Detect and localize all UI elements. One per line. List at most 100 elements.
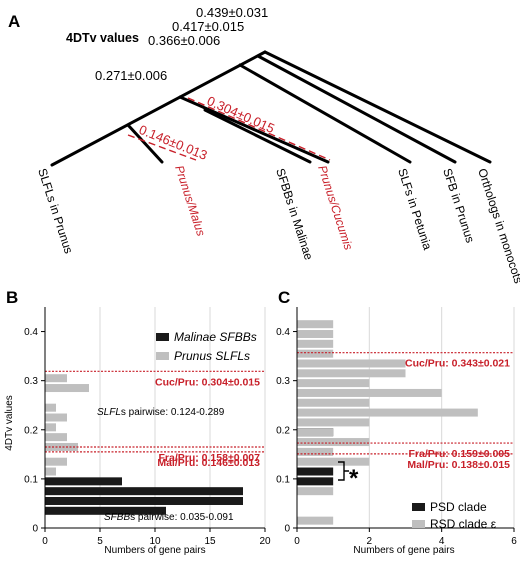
legend-label-prunus: Prunus SLFLs bbox=[174, 349, 250, 363]
chart-c-ytick-label-0: 0 bbox=[284, 524, 290, 535]
chart-b-refline-label-1: Fra/Pru: 0.158±0.007 bbox=[159, 452, 261, 464]
chart-c-bar-light-2 bbox=[297, 457, 370, 466]
chart-b-xtick-label-15: 15 bbox=[204, 536, 216, 547]
branch-prunus-cucumis bbox=[203, 108, 312, 164]
tree-branches bbox=[50, 50, 492, 167]
chart-b-bar-dark-3 bbox=[45, 477, 122, 486]
legend-swatch-rsd bbox=[412, 520, 425, 528]
asterisk-bracket: * bbox=[338, 461, 359, 492]
dash-prunus-cucumis bbox=[187, 97, 331, 161]
chart-c-ytick-label-0.2: 0.2 bbox=[276, 425, 290, 436]
chart-b-bar-light-5 bbox=[45, 413, 67, 422]
chart-b-ylabel: 4DTv values bbox=[4, 395, 15, 451]
annotation-slfl-prefix: SLFL bbox=[97, 407, 121, 418]
legend-swatch-prunus bbox=[156, 352, 169, 360]
node-value-2: 0.417±0.015 bbox=[172, 19, 244, 34]
chart-b-bar-light-7 bbox=[45, 384, 89, 393]
chart-c-bar-light-12 bbox=[297, 359, 406, 368]
chart-c-xlabel: Numbers of gene pairs bbox=[353, 545, 454, 556]
chart-b-ytick-label-0.4: 0.4 bbox=[24, 327, 38, 338]
chart-b-refline-label-0: Cuc/Pru: 0.304±0.015 bbox=[155, 376, 260, 388]
chart-b-bars bbox=[45, 374, 243, 515]
node-value-1: 0.439±0.031 bbox=[196, 5, 268, 20]
chart-b-xtick-label-10: 10 bbox=[149, 536, 161, 547]
chart-c-bar-light-10 bbox=[297, 379, 370, 388]
chart-c-bars bbox=[297, 320, 478, 525]
asterisk-mark: * bbox=[349, 465, 359, 492]
chart-c-ytick-label-0.3: 0.3 bbox=[276, 376, 290, 387]
tree-heading: 4DTv values bbox=[66, 31, 139, 45]
chart-c-ytick-label-0.4: 0.4 bbox=[276, 327, 290, 338]
leaf-slfs-petunia: SLFs in Petunia bbox=[395, 167, 435, 252]
branch-sfbb-malinae bbox=[178, 95, 330, 164]
bracket-mark bbox=[338, 461, 349, 481]
chart-c-refline-label-2: Mal/Pru: 0.138±0.015 bbox=[407, 459, 510, 471]
chart-b-bar-light-3 bbox=[45, 433, 67, 442]
chart-c-xtick-label-0: 0 bbox=[294, 536, 300, 547]
branch-slf-petunia bbox=[238, 63, 412, 164]
leaf-orthologs-monocots: Orthologs in monocots bbox=[475, 167, 520, 286]
chart-c-bar-light-14 bbox=[297, 339, 334, 348]
chart-c-bar-light-9 bbox=[297, 388, 442, 397]
legend-label-psd: PSD clade bbox=[430, 500, 487, 514]
chart-c-bar-light-13 bbox=[297, 349, 334, 358]
divergence-value-1: 0.146±0.013 bbox=[137, 122, 210, 163]
chart-c-gridlines bbox=[368, 307, 515, 528]
annotation-slfl-pairwise: SLFLs pairwise: 0.124-0.289 bbox=[97, 407, 225, 418]
chart-c-legend: PSD clade RSD clade ε bbox=[412, 500, 497, 531]
legend-label-rsd: RSD clade ε bbox=[430, 517, 497, 531]
chart-b-refline-label-2: Mal/Pru: 0.146±0.013 bbox=[157, 457, 260, 469]
chart-b-xtick-label-5: 5 bbox=[97, 536, 103, 547]
chart-b-reference-lines: Cuc/Pru: 0.304±0.015 Fra/Pru: 0.158±0.007… bbox=[45, 370, 265, 469]
panel-c-label: C bbox=[278, 288, 290, 307]
leaf-sfb-prunus: SFB in Prunus bbox=[440, 167, 477, 245]
chart-b-legend: Malinae SFBBs Prunus SLFLs bbox=[156, 330, 257, 363]
chart-b-bar-light-8 bbox=[45, 374, 67, 383]
chart-b-bar-light-6 bbox=[45, 403, 56, 412]
chart-c-bar-dark-1 bbox=[297, 467, 334, 476]
chart-c-bar-dark-0 bbox=[297, 477, 334, 486]
chart-c-bar-light-8 bbox=[297, 398, 370, 407]
node-value-4: 0.271±0.006 bbox=[95, 68, 167, 83]
legend-swatch-psd bbox=[412, 503, 425, 511]
node-value-3: 0.366±0.006 bbox=[148, 33, 220, 48]
chart-b-bar-light-0 bbox=[45, 467, 56, 476]
chart-c-xtick-label-6: 6 bbox=[511, 536, 517, 547]
chart-b-ytick-label-0.3: 0.3 bbox=[24, 376, 38, 387]
chart-c-bar-light-16 bbox=[297, 320, 334, 329]
chart-b-bar-light-4 bbox=[45, 423, 56, 432]
chart-b-ytick-label-0.2: 0.2 bbox=[24, 425, 38, 436]
panel-a: A 4DTv values 0.439±0.031 0.417±0.015 0.… bbox=[8, 5, 520, 285]
chart-b-bar-light-1 bbox=[45, 457, 67, 466]
chart-c-bar-light-15 bbox=[297, 330, 334, 339]
chart-b-bar-dark-2 bbox=[45, 487, 243, 496]
annotation-slfl-text: s pairwise: 0.124-0.289 bbox=[121, 407, 225, 418]
chart-b-axes: 0 5 10 15 20 0 0.1 0.2 0.3 0.4 bbox=[24, 307, 271, 547]
chart-c-bar-light-4 bbox=[297, 438, 370, 447]
divergence-label-2: Prunus/Cucumis bbox=[315, 164, 356, 252]
chart-c-axes: 0 2 4 6 0 0.1 0.2 0.3 0.4 bbox=[276, 307, 517, 547]
divergence-label-1: Prunus/Malus bbox=[172, 164, 208, 238]
panel-b-label: B bbox=[6, 288, 18, 307]
legend-label-malinae: Malinae SFBBs bbox=[174, 330, 257, 344]
chart-c-bar-light-3 bbox=[297, 447, 334, 456]
chart-b-bar-dark-0 bbox=[45, 506, 166, 515]
divergence-dashes bbox=[127, 97, 331, 161]
branch-root-slfl bbox=[50, 50, 267, 167]
branch-sfb-prunus bbox=[256, 54, 457, 164]
chart-b-bar-dark-1 bbox=[45, 496, 243, 505]
chart-c-xtick-label-2: 2 bbox=[367, 536, 373, 547]
dash-prunus-malus bbox=[127, 134, 197, 161]
annotation-sfbb-pairwise: SFBBs pairwise: 0.035-0.091 bbox=[104, 512, 234, 523]
panel-a-label: A bbox=[8, 12, 20, 31]
chart-c-bar-light-11 bbox=[297, 369, 406, 378]
chart-c-refline-label-0: Cuc/Pru: 0.343±0.021 bbox=[405, 358, 510, 370]
chart-b-ytick-label-0: 0 bbox=[32, 524, 38, 535]
leaf-slfls-prunus: SLFLs in Prunus bbox=[35, 167, 76, 256]
chart-b-bar-light-2 bbox=[45, 442, 78, 451]
chart-c-xtick-label-4: 4 bbox=[439, 536, 445, 547]
branch-monocots bbox=[263, 50, 492, 164]
